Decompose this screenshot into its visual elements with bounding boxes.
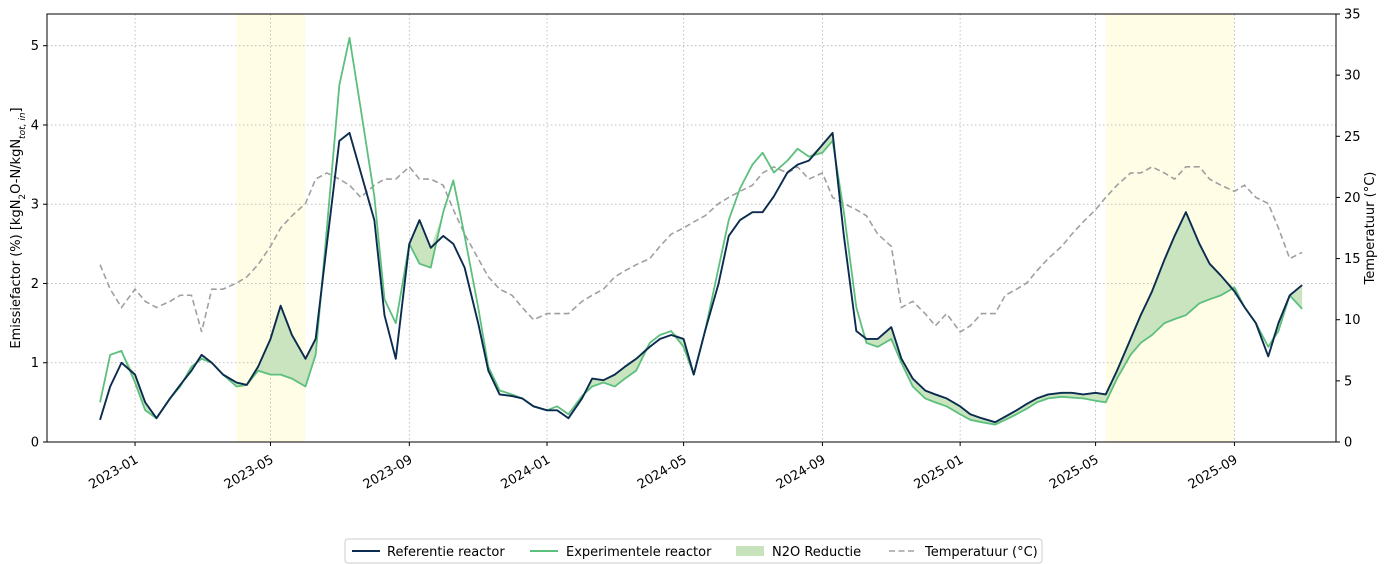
legend-experimental-label: Experimentele reactor: [566, 545, 712, 560]
x-tick-label-5: 2024-09: [774, 452, 829, 492]
y-left-tick-label-0: 0: [31, 436, 39, 451]
y-right-tick-label-0: 0: [1344, 436, 1352, 451]
reference-series: [99, 131, 1303, 424]
y-left-tick-label-2: 2: [31, 277, 39, 292]
y-right-tick-label-6: 30: [1344, 69, 1361, 84]
x-tick-label-1: 2023-05: [222, 452, 277, 492]
y-right-tick-label-3: 15: [1344, 252, 1361, 267]
shaded-period-1: [1105, 14, 1235, 442]
x-tick-label-7: 2025-05: [1047, 452, 1102, 492]
temperature-series: [99, 165, 1303, 334]
y-right-tick-label-4: 20: [1344, 191, 1361, 206]
y-axis-left-label: Emissiefactor (%) [kgN2O-N/kgNtot, in]: [9, 107, 28, 348]
y-left-tick-label-3: 3: [31, 198, 39, 213]
x-tick-label-4: 2024-05: [635, 452, 690, 492]
x-tick-label-0: 2023-01: [86, 452, 141, 492]
reference-line: [99, 131, 1303, 424]
y-left-tick-label-5: 5: [31, 39, 39, 54]
legend-reference-label: Referentie reactor: [387, 545, 505, 560]
y-left-tick-label-1: 1: [31, 356, 39, 371]
x-tick-label-2: 2023-09: [361, 452, 416, 492]
legend-temperature-label: Temperatuur (°C): [924, 545, 1038, 560]
x-tick-label-8: 2025-09: [1186, 452, 1241, 492]
y-right-tick-label-7: 35: [1344, 8, 1361, 23]
y-right-tick-label-5: 25: [1344, 130, 1361, 145]
y-right-tick-label-2: 10: [1344, 313, 1361, 328]
x-axis-ticks: 2023-01 2023-05 2023-09 2024-01 2024-05 2024-…: [86, 442, 1240, 493]
x-tick-label-3: 2024-01: [498, 452, 553, 492]
y-axis-left-ticks: 0 1 2 3 4 5: [31, 39, 47, 451]
y-axis-right-label: Temperatuur (°C): [1363, 172, 1378, 286]
y-right-tick-label-1: 5: [1344, 374, 1352, 389]
plot-frame: [46, 13, 1337, 443]
y-axis-right-ticks: 0 5 10 15 20 25 30 35: [1336, 8, 1361, 451]
x-tick-label-6: 2025-01: [912, 452, 967, 492]
legend-box: [344, 538, 1043, 564]
legend: Referentie reactor Experimentele reactor…: [344, 538, 1043, 564]
legend-reduction-swatch: [736, 546, 764, 556]
temperature-line: [99, 165, 1303, 334]
y-left-tick-label-4: 4: [31, 118, 39, 133]
legend-reduction-label: N2O Reductie: [772, 545, 861, 560]
shaded-periods: [236, 14, 1235, 442]
